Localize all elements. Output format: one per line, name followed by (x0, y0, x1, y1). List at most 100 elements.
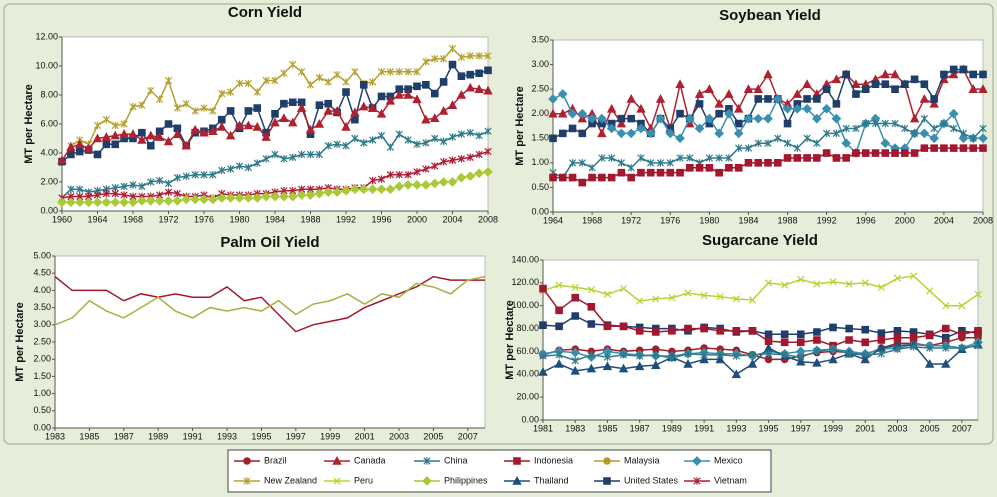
marker (607, 173, 616, 182)
marker (676, 109, 684, 118)
marker (358, 184, 369, 195)
legend-label: New Zealand (264, 475, 317, 485)
marker (587, 351, 595, 359)
marker (901, 80, 909, 89)
marker (447, 177, 458, 187)
marker (422, 81, 430, 89)
x-tick-label: 1995 (251, 431, 271, 441)
x-tick-label: 1964 (543, 215, 563, 225)
marker (538, 367, 548, 376)
marker (244, 107, 253, 115)
marker (890, 69, 900, 79)
marker (429, 178, 440, 189)
marker (83, 197, 94, 208)
marker (475, 52, 483, 60)
marker (796, 356, 806, 366)
marker (763, 113, 773, 124)
marker (714, 128, 724, 139)
marker (83, 143, 94, 153)
marker (627, 114, 635, 123)
marker (852, 149, 860, 157)
marker (893, 333, 902, 342)
marker (930, 95, 938, 103)
marker (792, 89, 803, 98)
marker (852, 90, 860, 98)
marker (448, 156, 457, 164)
marker (571, 283, 579, 292)
marker (823, 129, 831, 138)
marker (376, 108, 387, 118)
marker (636, 123, 646, 134)
x-tick-label: 1985 (597, 423, 617, 433)
marker (181, 140, 191, 150)
y-tick-label: 1.00 (531, 157, 549, 167)
marker (243, 193, 254, 203)
plot-area (54, 255, 486, 429)
marker (182, 172, 190, 180)
marker (733, 103, 744, 113)
marker (484, 127, 492, 135)
marker (651, 328, 660, 336)
marker (367, 184, 378, 195)
marker (676, 154, 684, 162)
marker (774, 134, 782, 142)
x-tick-label: 2008 (478, 214, 498, 224)
marker (208, 126, 218, 136)
marker (666, 159, 674, 167)
marker (958, 344, 966, 352)
marker (244, 163, 252, 172)
marker (457, 72, 466, 80)
marker (93, 150, 102, 159)
y-tick-label: 2.00 (40, 176, 58, 186)
marker (930, 124, 938, 133)
x-tick-label: 1983 (45, 431, 65, 441)
marker (539, 284, 547, 293)
x-tick-label: 1996 (856, 215, 876, 225)
marker (587, 320, 596, 328)
marker (979, 70, 987, 79)
y-tick-label: 4.00 (40, 147, 58, 157)
marker (949, 144, 958, 152)
marker (598, 173, 606, 182)
x-tick-label: 2005 (920, 423, 940, 433)
x-tick-label: 2004 (934, 215, 954, 225)
marker (704, 84, 715, 93)
marker (813, 154, 821, 162)
marker (974, 342, 982, 350)
legend-marker (423, 457, 431, 465)
marker (829, 323, 837, 332)
marker (705, 154, 713, 162)
marker (978, 84, 988, 93)
marker (208, 194, 218, 205)
marker (555, 351, 563, 359)
marker (861, 325, 870, 334)
marker (940, 119, 948, 128)
marker (558, 108, 568, 118)
x-tick-label: 1976 (660, 215, 680, 225)
marker (802, 103, 812, 114)
marker (637, 119, 645, 128)
marker (871, 149, 880, 157)
marker (731, 369, 742, 379)
marker (969, 134, 977, 142)
marker (647, 159, 655, 167)
marker (377, 68, 386, 76)
x-tick-label: 1984 (738, 215, 758, 225)
marker (793, 144, 801, 152)
marker (803, 154, 811, 162)
marker (314, 188, 325, 199)
marker (587, 303, 596, 311)
marker (862, 119, 870, 128)
marker (200, 104, 208, 112)
marker (448, 133, 457, 141)
marker (369, 136, 377, 144)
marker (793, 154, 802, 162)
series-line (542, 288, 979, 347)
marker (570, 365, 580, 375)
marker (557, 89, 568, 99)
marker (404, 85, 412, 93)
marker (597, 113, 607, 124)
legend-label: Indonesia (534, 455, 573, 465)
y-tick-label: 2.50 (33, 336, 51, 346)
marker (128, 197, 138, 208)
